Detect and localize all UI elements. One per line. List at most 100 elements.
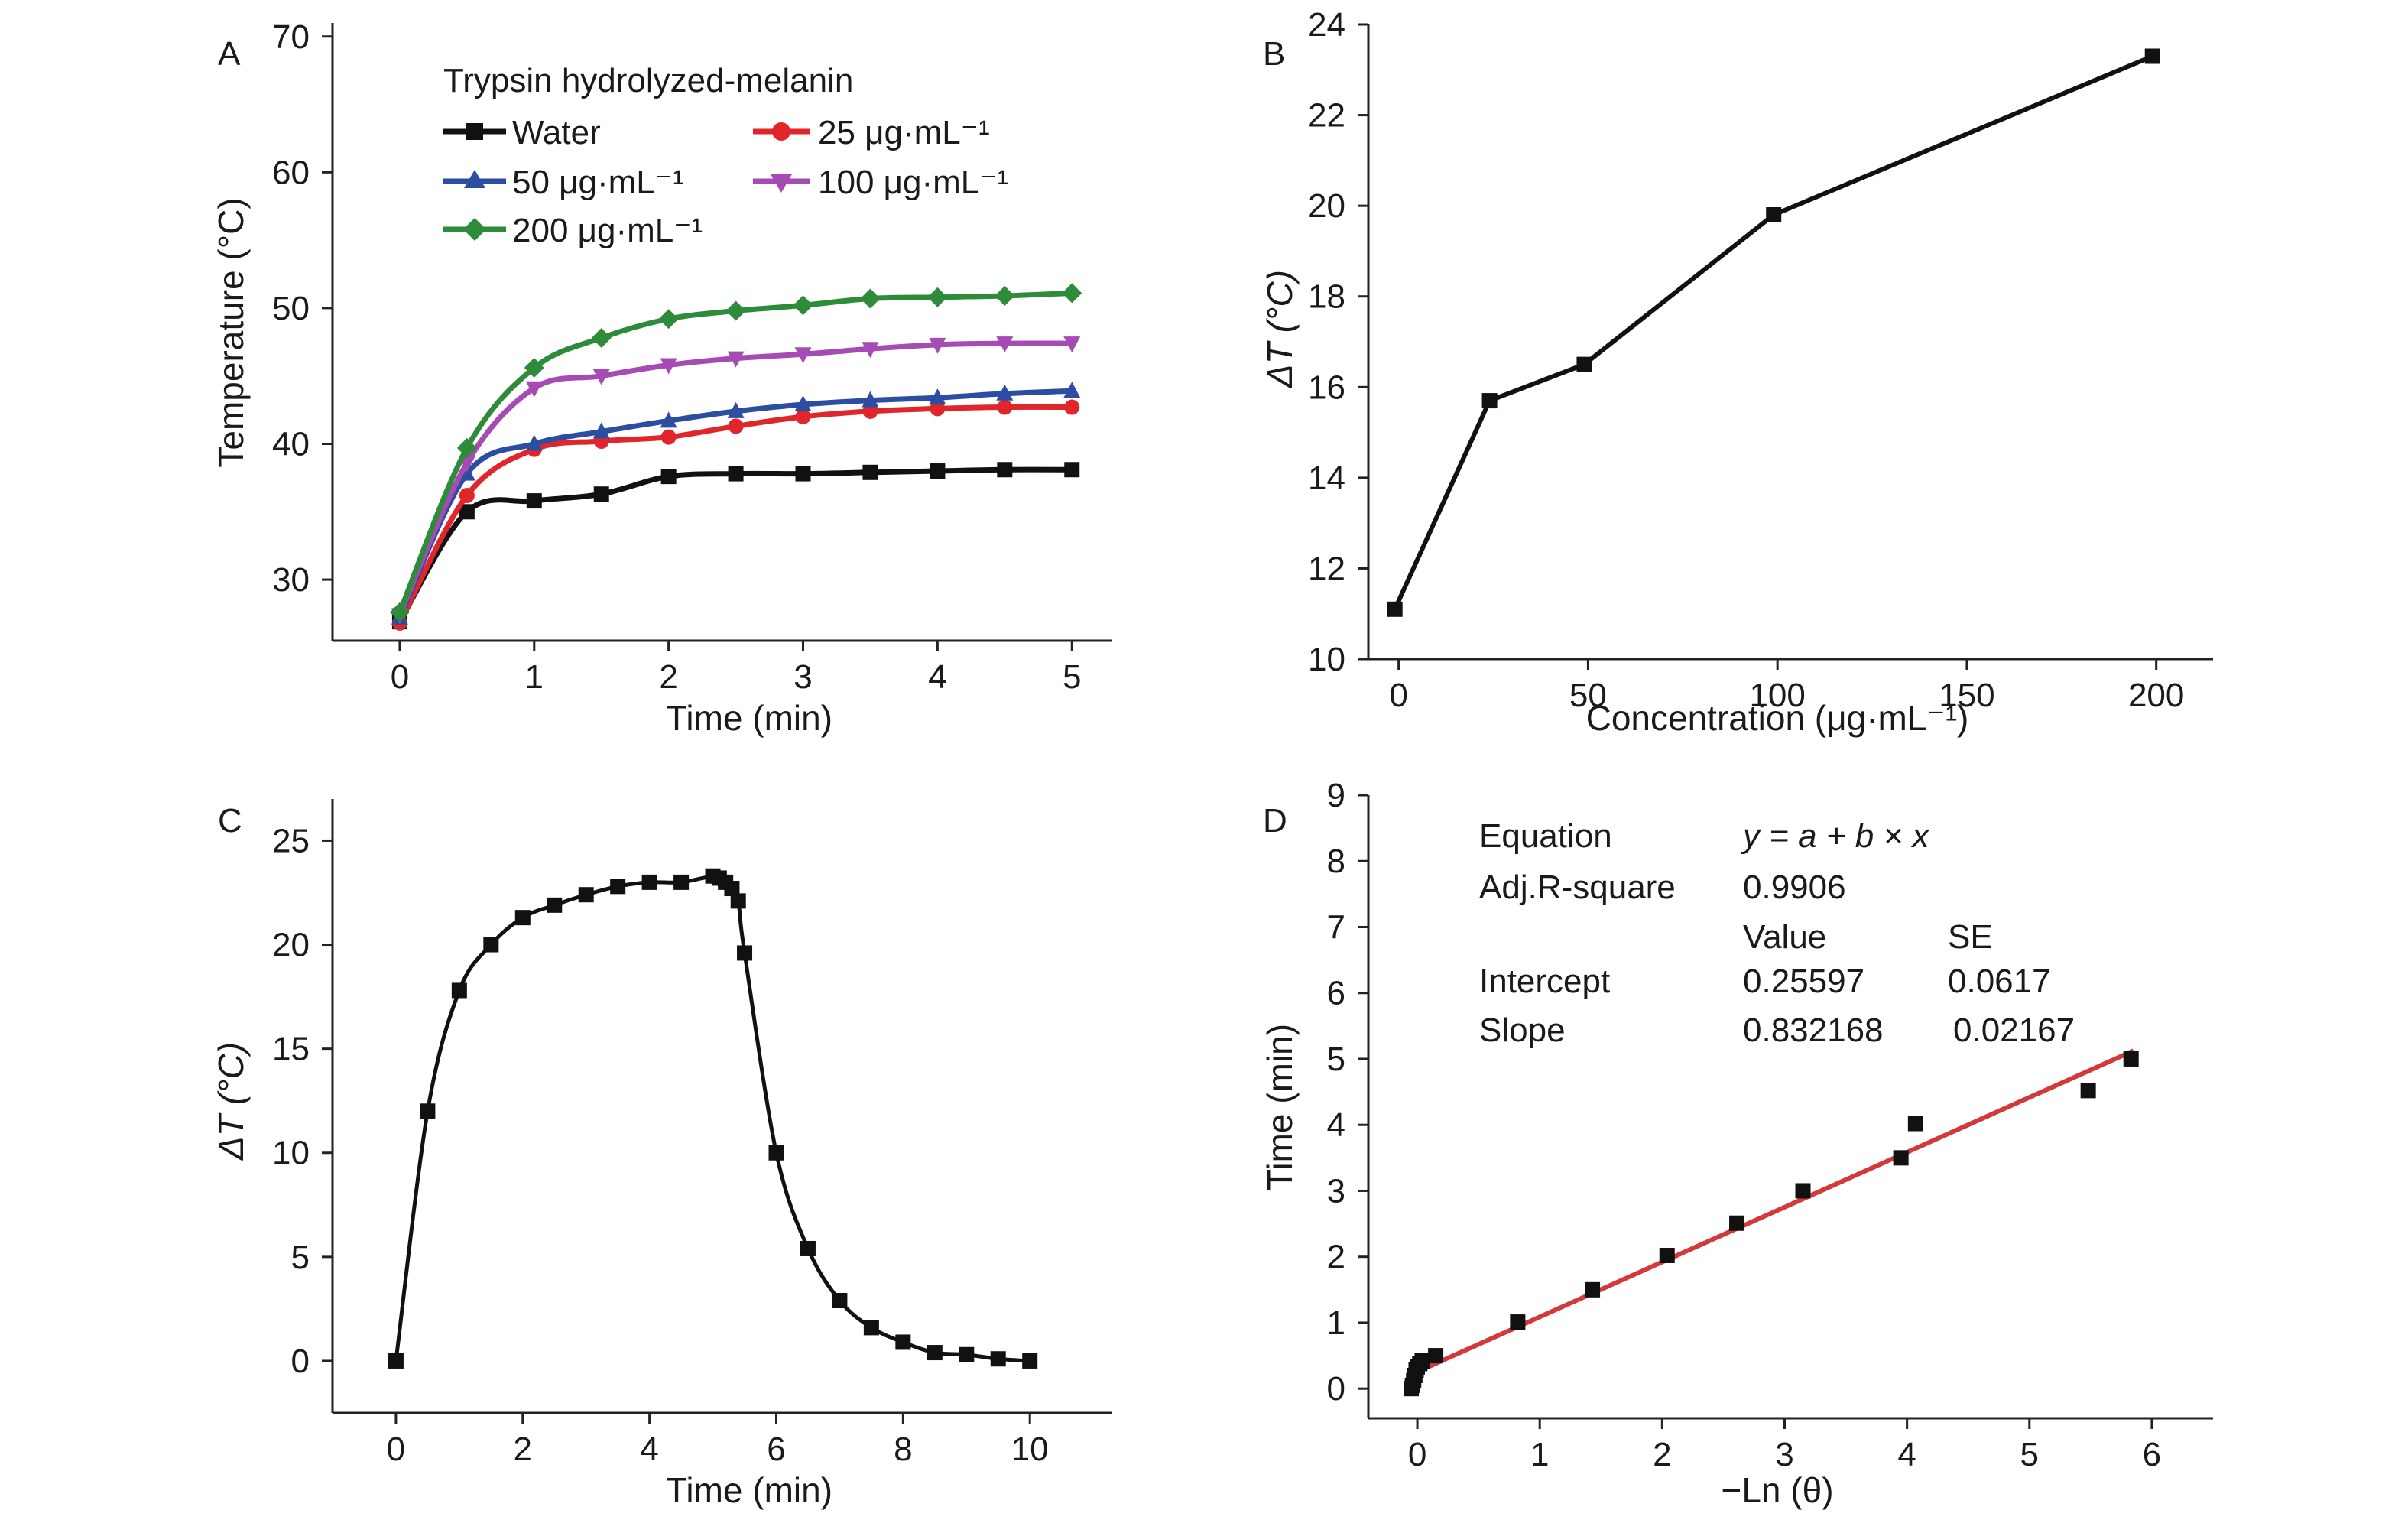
data-point (1481, 393, 1498, 409)
data-point (795, 466, 811, 482)
data-point (1414, 1353, 1430, 1369)
y-tick-label: 0 (1327, 1370, 1345, 1408)
data-point (592, 422, 610, 439)
panel-d-y-ticks: 0 1 2 3 4 5 6 7 8 9 (1327, 777, 1368, 1408)
data-point (725, 300, 746, 321)
panel-c-series (388, 868, 1038, 1369)
data-point (728, 418, 744, 434)
data-point (524, 358, 544, 378)
legend-marker-200 (463, 218, 486, 241)
data-point (591, 327, 612, 348)
y-tick-label: 9 (1327, 777, 1345, 814)
data-point (862, 403, 878, 419)
data-point (727, 351, 745, 368)
stats-equation-label: Equation (1479, 817, 1612, 855)
legend-entry-200: 200 μg·mL⁻¹ (443, 212, 703, 249)
data-point (547, 897, 563, 913)
series-1 (391, 399, 1080, 631)
data-point (895, 1334, 911, 1350)
panel-a-x-axis-title: Time (min) (666, 698, 832, 738)
legend-label-25: 25 μg·mL⁻¹ (818, 114, 990, 151)
series-4 (389, 283, 1082, 622)
data-point (1729, 1215, 1745, 1231)
data-point (927, 1345, 943, 1361)
data-point (2123, 1051, 2139, 1067)
panel-b-y-axis-title: ΔT (°C) (1260, 270, 1300, 388)
data-point (929, 388, 946, 405)
stats-adjr-label: Adj.R-square (1479, 869, 1676, 906)
stats-slope-label: Slope (1479, 1012, 1566, 1049)
data-point (860, 288, 881, 309)
panel-label-a: A (218, 35, 241, 73)
fit-stats-table: Equation y = a + b × x Adj.R-square 0.99… (1479, 817, 2075, 1049)
stats-slope-value: 0.832168 (1743, 1012, 1884, 1049)
panel-d-x-axis-title: −Ln (θ) (1721, 1470, 1833, 1510)
data-point (1893, 1150, 1909, 1166)
stats-slope-se: 0.02167 (1953, 1012, 2075, 1049)
y-tick-label: 70 (272, 18, 310, 56)
x-tick-label: 5 (2020, 1436, 2039, 1473)
y-tick-label: 7 (1327, 908, 1345, 946)
y-tick-label: 10 (272, 1135, 310, 1172)
data-point (1063, 336, 1081, 353)
data-point (793, 295, 813, 316)
data-point (1795, 1183, 1811, 1199)
y-tick-label: 14 (1308, 460, 1345, 497)
x-tick-label: 2 (514, 1431, 532, 1468)
x-tick-label: 150 (1939, 677, 1994, 714)
y-tick-label: 60 (272, 154, 310, 191)
data-point (737, 945, 753, 961)
panel-b-x-axis-title: Concentration (μg·mL⁻¹) (1586, 698, 1969, 738)
data-point (863, 1320, 879, 1336)
y-tick-label: 20 (1308, 187, 1345, 225)
x-tick-label: 6 (767, 1431, 785, 1468)
y-tick-label: 15 (272, 1031, 310, 1068)
y-tick-label: 50 (272, 290, 310, 327)
data-point (1659, 1247, 1675, 1263)
data-point (658, 309, 679, 330)
x-tick-label: 6 (2143, 1436, 2161, 1473)
data-point (420, 1103, 436, 1119)
panel-b: B 0 50 100 150 200 10 12 14 16 18 20 22 24 Concentr… (1260, 6, 2213, 738)
data-point (660, 411, 677, 428)
data-point (996, 336, 1014, 353)
data-point (727, 401, 745, 418)
data-point (641, 874, 657, 890)
y-tick-label: 10 (1308, 641, 1345, 678)
legend-title: Trypsin hydrolyzed-melanin (443, 62, 853, 99)
data-point (1064, 462, 1080, 478)
data-point (929, 337, 946, 354)
y-tick-label: 4 (1327, 1106, 1345, 1144)
y-tick-label: 2 (1327, 1239, 1345, 1276)
x-tick-label: 5 (1063, 658, 1081, 696)
data-point (832, 1293, 848, 1309)
legend-label-200: 200 μg·mL⁻¹ (512, 212, 703, 249)
panel-a-x-ticks: 0 1 2 3 4 5 (391, 641, 1081, 696)
panel-c: C 0 2 4 6 8 10 0 5 10 15 20 25 Time (min) ΔT (°C) (211, 799, 1112, 1510)
data-point (2080, 1083, 2096, 1099)
legend-entry-water: Water (443, 114, 601, 151)
x-tick-label: 2 (659, 658, 677, 696)
data-point (990, 1351, 1006, 1367)
x-tick-label: 0 (387, 1431, 405, 1468)
panel-a-legend: Trypsin hydrolyzed-melanin Water 25 μg·m… (443, 62, 1008, 249)
data-point (996, 384, 1014, 401)
series-line (397, 404, 1073, 625)
y-tick-label: 8 (1327, 843, 1345, 880)
data-point (483, 937, 499, 953)
panel-d-x-ticks: 0 1 2 3 4 5 6 (1408, 1418, 2161, 1473)
data-point (389, 602, 410, 622)
data-point (1387, 601, 1403, 617)
data-point (728, 466, 744, 482)
y-tick-label: 0 (291, 1343, 310, 1380)
data-point (660, 429, 677, 445)
stats-intercept-value: 0.25597 (1743, 963, 1864, 1000)
data-point (794, 347, 812, 364)
data-point (458, 464, 475, 481)
series-0 (388, 868, 1038, 1369)
x-tick-label: 8 (894, 1431, 912, 1468)
legend-label-water: Water (512, 114, 601, 151)
data-point (768, 1145, 784, 1161)
x-tick-label: 0 (1389, 677, 1407, 714)
